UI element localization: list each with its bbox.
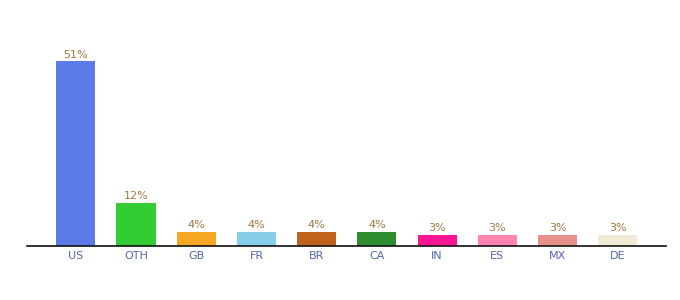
Bar	[116, 202, 156, 246]
Bar	[237, 232, 276, 246]
Text: 3%: 3%	[488, 223, 506, 233]
Text: 3%: 3%	[609, 223, 626, 233]
Bar	[56, 61, 95, 246]
Bar	[297, 232, 337, 246]
Text: 3%: 3%	[549, 223, 566, 233]
Text: 51%: 51%	[63, 50, 88, 59]
Text: 4%: 4%	[188, 220, 205, 230]
Bar	[357, 232, 396, 246]
Text: 12%: 12%	[124, 191, 148, 201]
Bar	[538, 235, 577, 246]
Text: 4%: 4%	[308, 220, 326, 230]
Bar	[478, 235, 517, 246]
Text: 3%: 3%	[428, 223, 446, 233]
Bar	[177, 232, 216, 246]
Text: 4%: 4%	[368, 220, 386, 230]
Bar	[598, 235, 637, 246]
Bar	[418, 235, 457, 246]
Text: 4%: 4%	[248, 220, 265, 230]
